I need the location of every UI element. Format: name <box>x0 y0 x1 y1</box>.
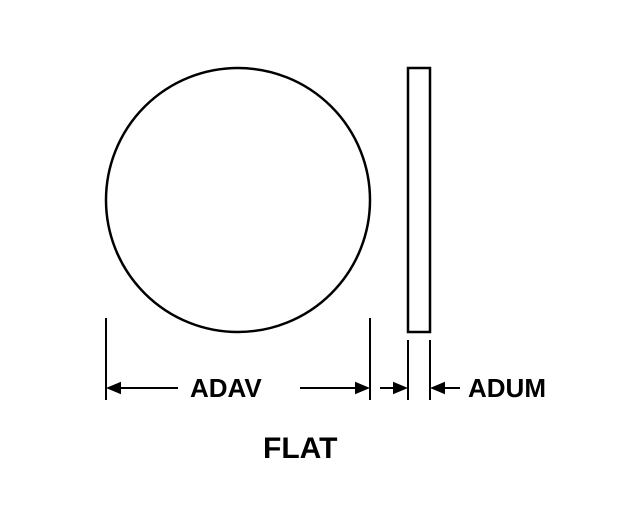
diagram-title: FLAT <box>263 432 337 466</box>
arrowhead-icon <box>355 382 370 395</box>
arrowhead-icon <box>393 382 408 395</box>
dimension-label-adav: ADAV <box>190 373 262 404</box>
arrowhead-icon <box>430 382 445 395</box>
disc-front-view <box>106 68 370 332</box>
dimension-label-adum: ADUM <box>468 373 546 404</box>
disc-side-view <box>408 68 430 332</box>
arrowhead-icon <box>106 382 121 395</box>
diagram-canvas: ADAV ADUM FLAT <box>0 0 636 518</box>
